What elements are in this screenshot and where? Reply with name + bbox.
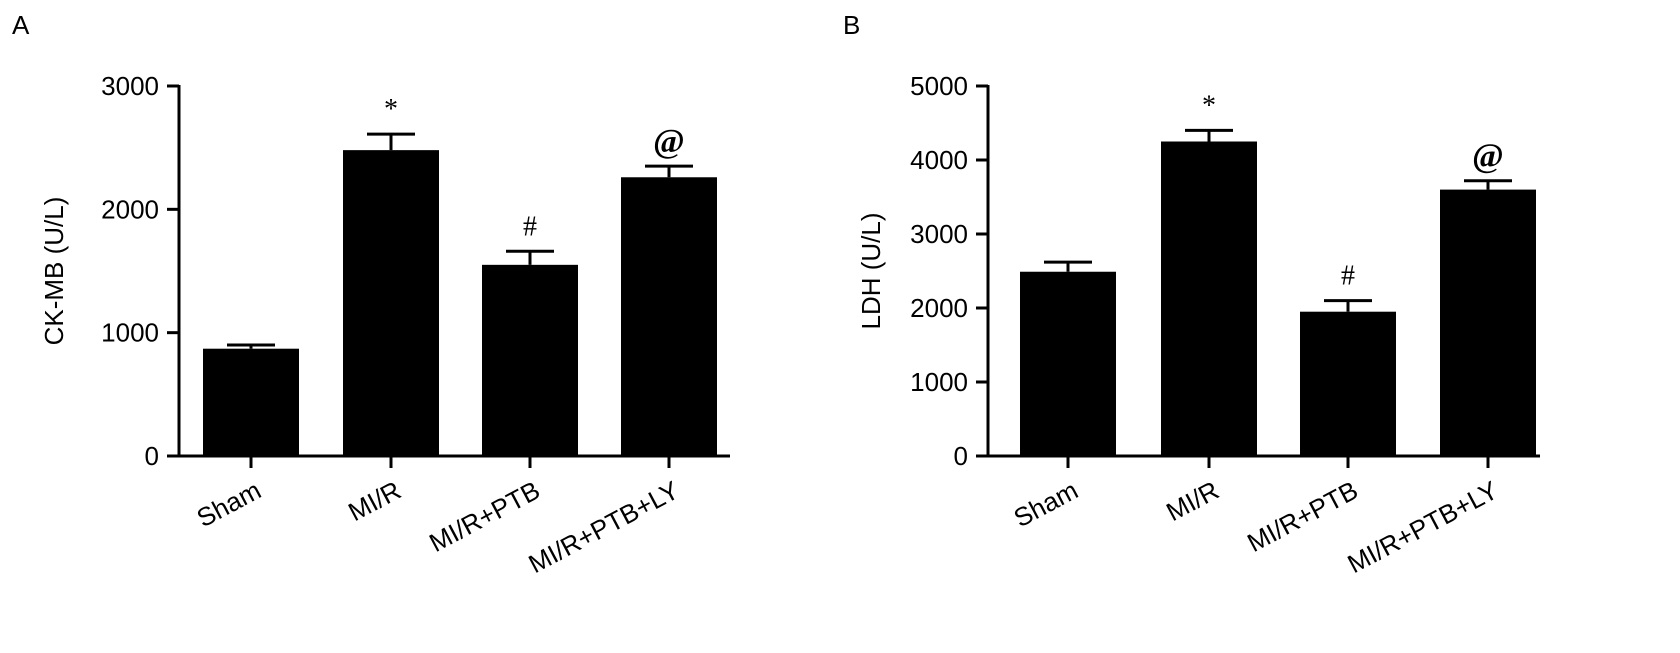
panel-a-significance-mark: # <box>523 211 537 242</box>
panel-a-y-tick-label: 2000 <box>101 194 159 224</box>
panel-b-category-label: Sham <box>1009 475 1083 533</box>
panel-b-significance-mark: @ <box>1472 138 1504 175</box>
panel-a-y-tick-label: 3000 <box>101 71 159 101</box>
panel-b-y-tick-label: 4000 <box>910 145 968 175</box>
panel-b-y-tick-label: 3000 <box>910 219 968 249</box>
panel-a-bar <box>621 177 717 456</box>
panel-b-category-label: MI/R+PTB+LY <box>1342 475 1502 579</box>
panel-b-letter: B <box>843 10 860 40</box>
panel-a-bar <box>343 150 439 456</box>
panel-a-significance-mark: @ <box>653 123 685 160</box>
panel-b-y-tick-label: 2000 <box>910 293 968 323</box>
panel-a-category-label: Sham <box>192 475 266 533</box>
panel-b-category-label: MI/R+PTB <box>1242 475 1363 558</box>
panel-a-y-tick-label: 1000 <box>101 318 159 348</box>
panel-a-category-label: MI/R+PTB <box>424 475 545 558</box>
panel-a-y-tick-label: 0 <box>145 441 159 471</box>
panel-a-significance-mark: * <box>384 94 398 125</box>
panel-a-bar <box>203 348 299 456</box>
panel-b-bar <box>1300 311 1396 456</box>
panel-a-category-label: MI/R+PTB+LY <box>523 475 683 579</box>
panel-b-y-tick-label: 1000 <box>910 367 968 397</box>
panel-b-significance-mark: * <box>1202 90 1216 121</box>
panel-b-y-tick-label: 5000 <box>910 71 968 101</box>
panel-b-bar <box>1020 271 1116 456</box>
panel-a-y-axis-label: CK-MB (U/L) <box>39 197 69 346</box>
panel-b-bar <box>1440 189 1536 456</box>
panel-a-letter: A <box>12 10 30 40</box>
panel-a-category-label: MI/R <box>343 475 406 527</box>
panel-b-y-tick-label: 0 <box>954 441 968 471</box>
panel-b-y-axis-label: LDH (U/L) <box>856 212 886 329</box>
panel-b-bar <box>1161 141 1257 456</box>
panel-b-category-label: MI/R <box>1161 475 1224 527</box>
panel-b-significance-mark: # <box>1341 261 1355 292</box>
panel-a-bar <box>482 264 578 456</box>
